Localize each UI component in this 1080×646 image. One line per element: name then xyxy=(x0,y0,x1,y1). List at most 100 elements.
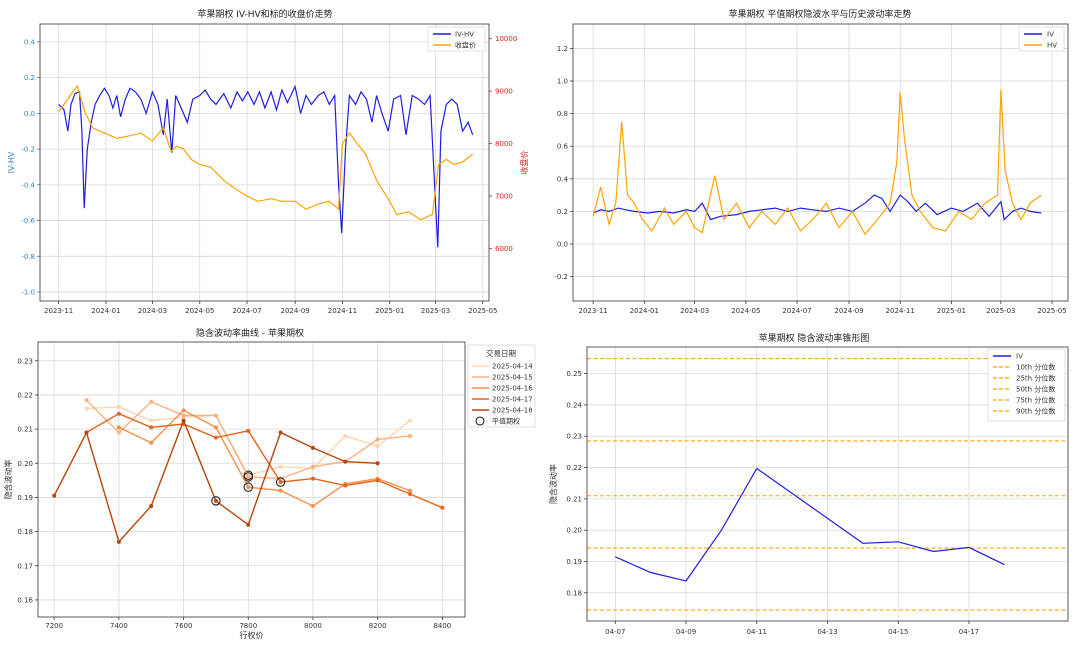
y-tick-label: 0.22 xyxy=(17,391,33,399)
data-point xyxy=(116,539,121,544)
data-point xyxy=(278,430,283,435)
y-tick-label: -0.2 xyxy=(21,146,35,154)
legend-label: 2025-04-17 xyxy=(492,396,533,404)
legend: IV 10th 分位数 25th 分位数 50th 分位数 75th 分位数 90th 分… xyxy=(987,348,1066,422)
series-line-iv xyxy=(592,194,1042,221)
data-point xyxy=(213,435,218,440)
chart-title: 苹果期权 IV-HV和标的收盘价走势 xyxy=(197,8,332,20)
data-point xyxy=(278,464,283,469)
data-point xyxy=(278,488,283,493)
data-point xyxy=(181,408,186,413)
x-tick-label: 04-13 xyxy=(817,628,837,636)
data-point xyxy=(149,418,154,423)
legend-label-hv: HV xyxy=(1047,42,1057,50)
x-tick-label: 2023-11 xyxy=(579,307,608,315)
atm-marker xyxy=(243,482,254,492)
x-tick-label: 04-07 xyxy=(605,628,625,636)
plot-frame xyxy=(586,346,1069,622)
y2-tick-label: 8000 xyxy=(495,140,513,148)
data-point xyxy=(246,428,251,433)
x-tick-label: 7800 xyxy=(239,622,257,630)
y-tick-label: 0.6 xyxy=(557,143,569,151)
legend-box xyxy=(467,344,536,428)
y-tick-label: 0.20 xyxy=(566,527,582,535)
data-point xyxy=(440,505,445,510)
data-point xyxy=(246,485,251,490)
x-tick-label: 2025-01 xyxy=(937,307,966,315)
data-point xyxy=(84,398,89,403)
y-tick-label: 0.25 xyxy=(566,370,582,378)
data-point xyxy=(149,425,154,430)
data-point xyxy=(246,522,251,527)
y-tick-label: 0.21 xyxy=(17,426,33,434)
data-point xyxy=(375,437,380,442)
legend-label-percentile: 50th 分位数 xyxy=(1016,385,1055,394)
plot-frame xyxy=(572,23,1069,302)
y-tick-label: -0.4 xyxy=(21,181,35,189)
data-point xyxy=(213,413,218,418)
x-tick-label: 2024-09 xyxy=(281,307,310,315)
y-tick-label: 0.18 xyxy=(17,528,33,536)
x-tick-label: 04-15 xyxy=(888,628,908,636)
y-tick-label: 0.18 xyxy=(566,589,582,597)
x-tick-label: 2024-01 xyxy=(91,307,120,315)
y-tick-label: 0.22 xyxy=(566,464,582,472)
data-point xyxy=(278,480,283,485)
x-tick-label: 2023-11 xyxy=(44,307,73,315)
y2-tick-label: 6000 xyxy=(495,245,513,253)
data-point xyxy=(181,413,186,418)
y-tick-label: 0.24 xyxy=(566,401,582,409)
data-point xyxy=(310,503,315,508)
legend-label: 2025-04-18 xyxy=(492,407,533,415)
x-tick-label: 04-17 xyxy=(959,628,979,636)
series-line-close xyxy=(58,84,474,221)
y2-tick-label: 7000 xyxy=(495,193,513,201)
data-point xyxy=(213,425,218,430)
y-tick-label: -0.2 xyxy=(554,273,568,281)
y-tick-label: 0.4 xyxy=(24,38,36,46)
data-point xyxy=(408,492,413,497)
y-tick-label: 0.23 xyxy=(17,357,33,365)
x-tick-label: 2024-07 xyxy=(782,307,811,315)
chart-iv-hv: 苹果期权 平值期权隐波水平与历史波动率走势 1.2 1.0 0.8 0.6 0.4 0.2… xyxy=(554,8,1069,315)
chart-title: 苹果期权 隐含波动率锥形图 xyxy=(759,332,870,344)
plot-frame xyxy=(37,341,466,618)
x-tick-label: 2025-05 xyxy=(1037,307,1066,315)
y-axis-label: 隐含波动率 xyxy=(3,460,13,500)
y-tick-label: -0.8 xyxy=(21,253,35,261)
data-point xyxy=(116,430,121,435)
x-tick-label: 7600 xyxy=(175,622,193,630)
legend-label-close: 收盘价 xyxy=(455,41,476,50)
data-point xyxy=(310,464,315,469)
data-point xyxy=(84,430,89,435)
x-tick-label: 04-11 xyxy=(747,628,767,636)
data-point xyxy=(149,440,154,445)
legend-label-percentile: 75th 分位数 xyxy=(1016,396,1055,405)
legend-box xyxy=(1018,26,1065,52)
legend-label: 2025-04-14 xyxy=(492,363,533,371)
series-line-ivhv xyxy=(58,84,474,248)
atm-marker xyxy=(275,477,286,487)
legend-label-iv: IV xyxy=(1047,31,1054,39)
x-tick-label: 8400 xyxy=(433,622,451,630)
x-tick-label: 2024-05 xyxy=(185,307,214,315)
x-tick-label: 7200 xyxy=(45,622,63,630)
y-tick-label: 0.16 xyxy=(17,596,33,604)
series-line xyxy=(118,409,411,507)
legend-label-atm: 平值期权 xyxy=(492,417,520,426)
legend-label: 2025-04-15 xyxy=(492,374,533,382)
legend-label-iv: IV xyxy=(1016,353,1023,361)
data-point xyxy=(246,474,251,479)
y-tick-label: 0.17 xyxy=(17,562,33,570)
x-tick-label: 8200 xyxy=(369,622,387,630)
series-line-iv xyxy=(615,467,1005,582)
data-point xyxy=(375,444,380,449)
y-tick-label: 0.4 xyxy=(557,175,569,183)
legend-box xyxy=(987,348,1066,422)
data-point xyxy=(213,498,218,503)
y-tick-label: 0.8 xyxy=(557,110,568,118)
x-tick-label: 2024-07 xyxy=(232,307,261,315)
chart-iv-cone: 苹果期权 隐含波动率锥形图 0.18 0.19 0.20 0.21 0.22 0.23 0.… xyxy=(548,332,1069,636)
x-tick-label: 04-09 xyxy=(676,628,696,636)
series-line-hv xyxy=(592,89,1042,236)
